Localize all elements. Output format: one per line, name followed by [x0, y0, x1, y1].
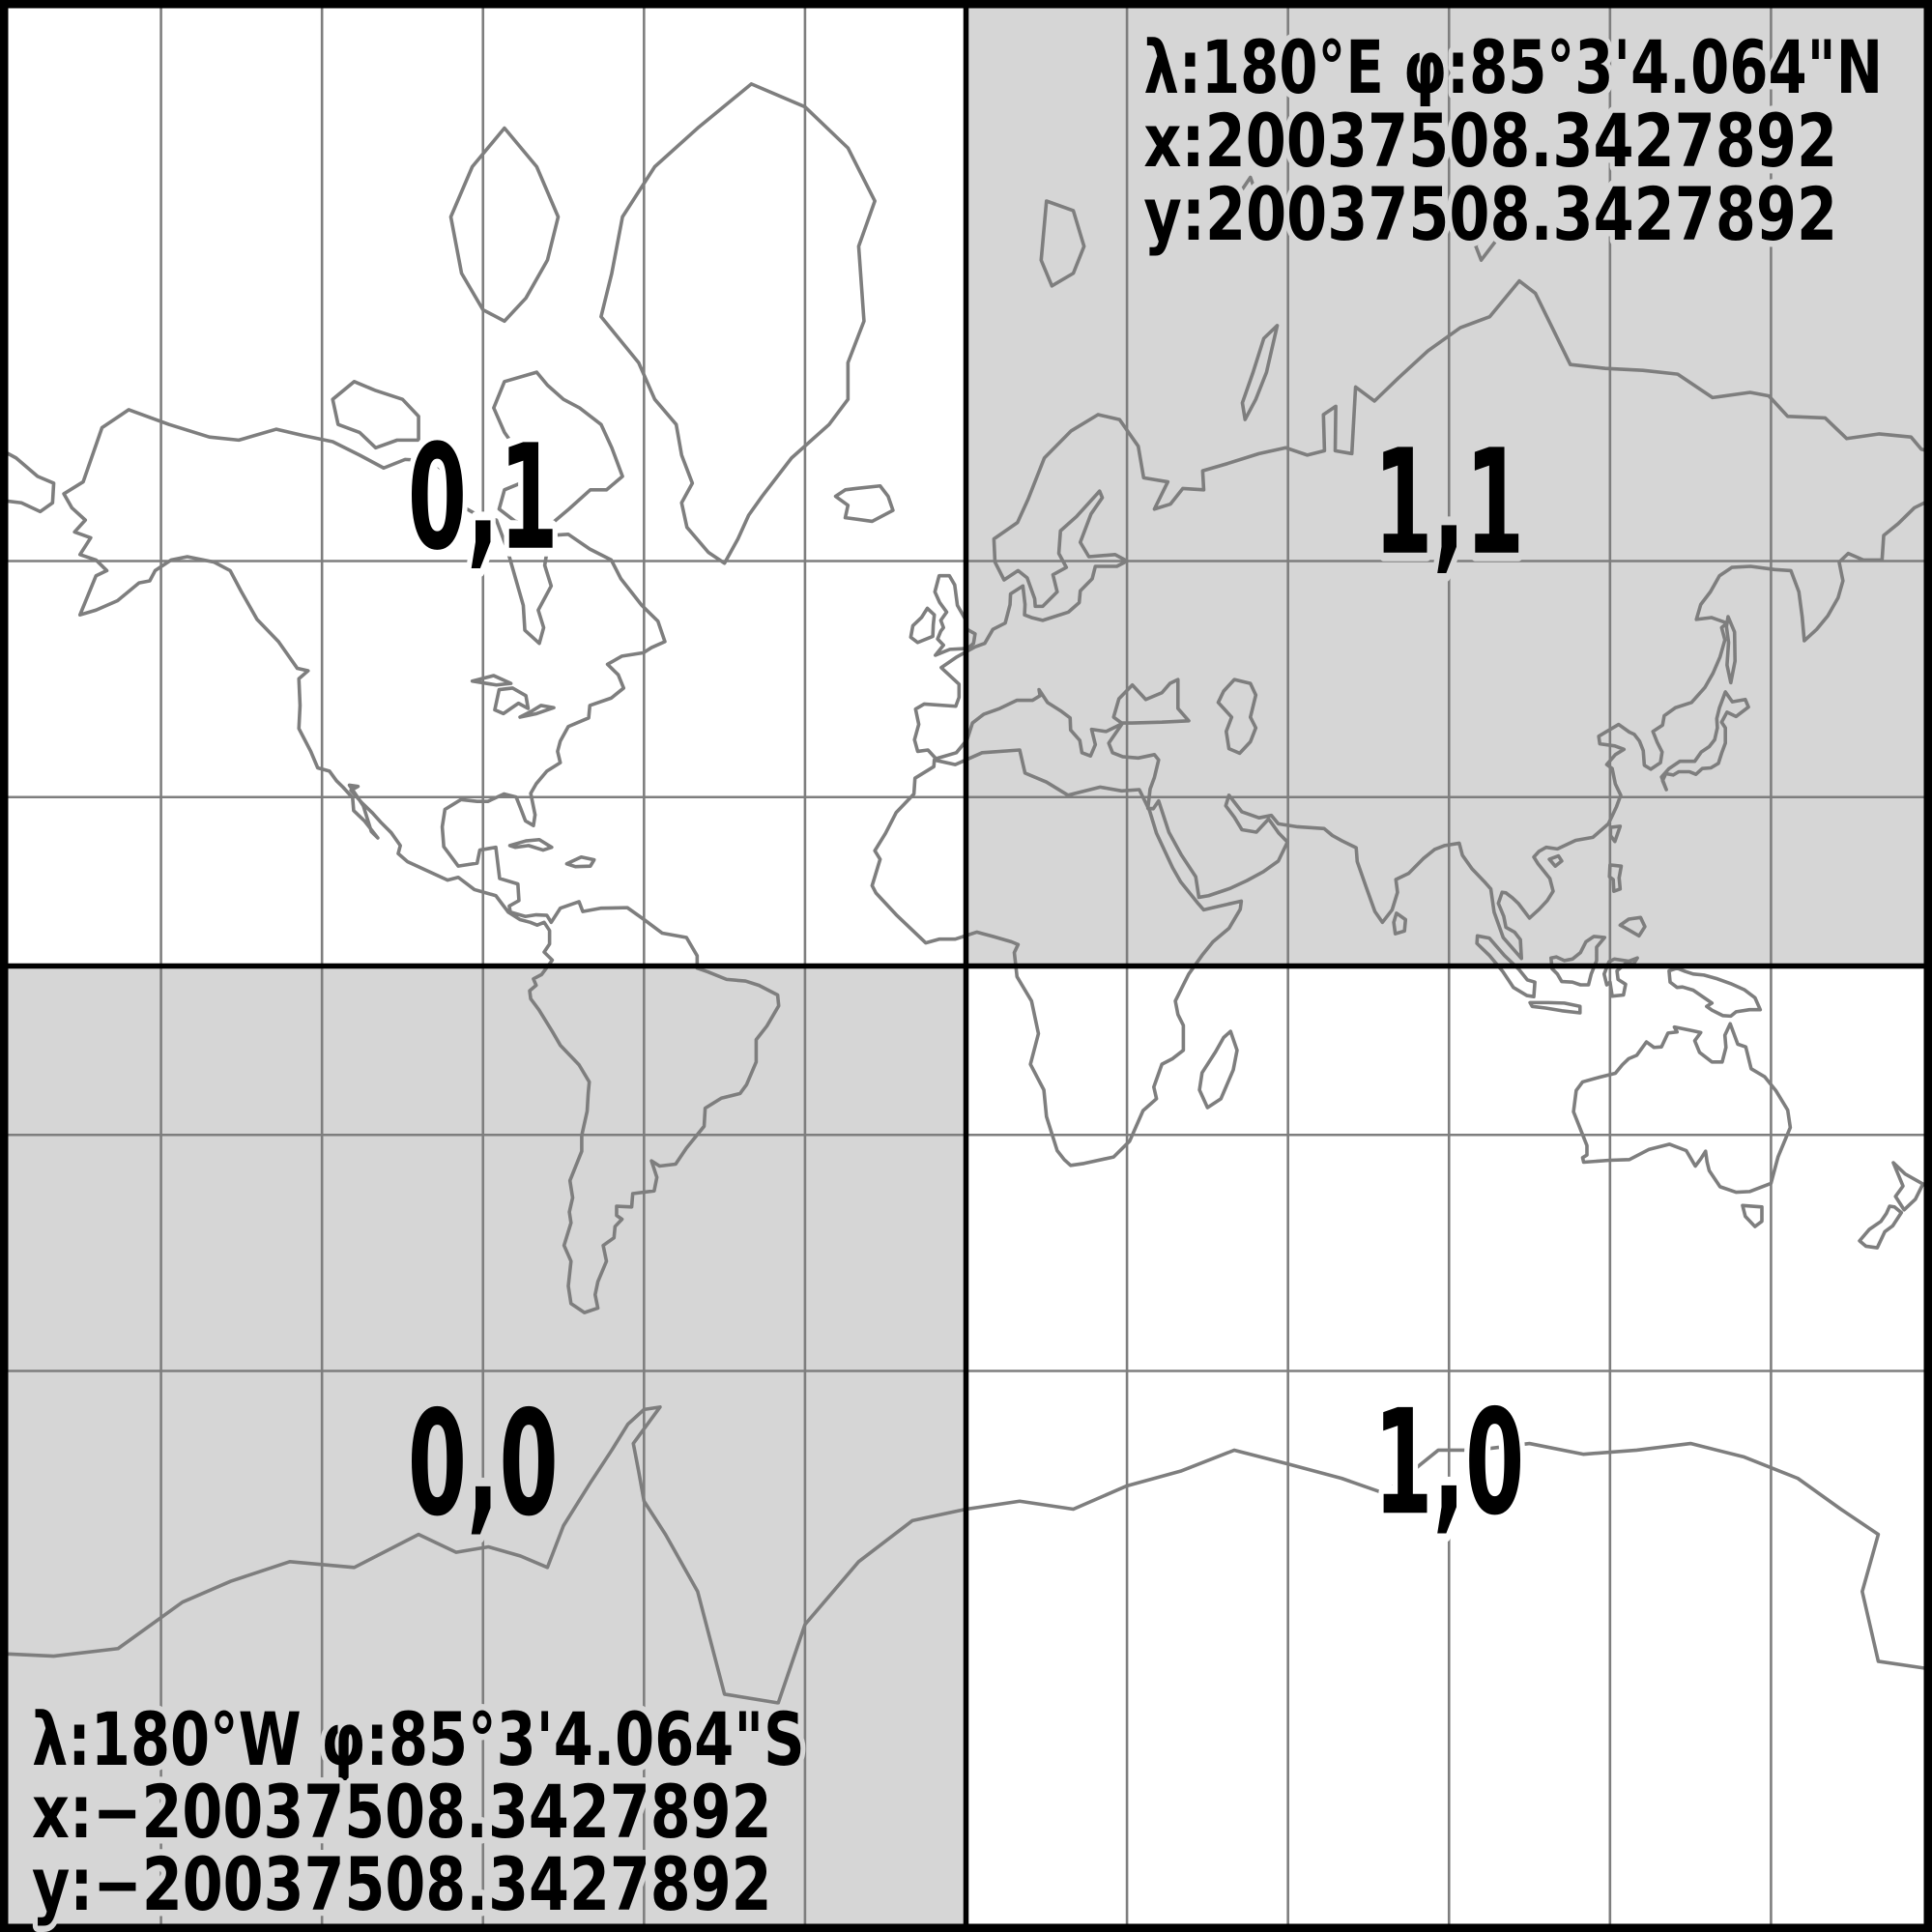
coastline-antarctica [0, 1405, 1932, 1705]
coastline-novaya-zemlya [1240, 324, 1280, 421]
coastline-sri-lanka [1392, 911, 1408, 936]
annotation-top-right: λ:180°E φ:85°3'4.064"N x:20037508.342789… [1138, 17, 1889, 263]
coastline-sakhalin [1724, 615, 1738, 685]
annotation-bottom-left-x: x:−20037508.3427892 [32, 1769, 772, 1855]
coastline-taiwan [1608, 824, 1623, 844]
coastline-new-guinea [1667, 966, 1763, 1019]
coastline-americas [62, 408, 781, 1314]
tile-label-0-1: 0,1 [408, 415, 559, 583]
coastline-greenland [599, 82, 877, 565]
tile-label-1-0: 1,0 [1373, 1379, 1524, 1547]
coastline-lake-erie-ontario [518, 704, 556, 719]
coastline-borneo [1548, 935, 1607, 987]
annotation-bottom-left-y: y:−20037508.3427892 [32, 1841, 772, 1927]
coastline-ireland [908, 606, 937, 645]
coastline-nz-south-island [1858, 1204, 1904, 1250]
coastline-caspian-sea [1216, 678, 1258, 756]
coastline-victoria-island [331, 380, 420, 450]
coastline-sumatra [1475, 934, 1537, 998]
coastline-eurasia [912, 278, 1932, 961]
annotation-top-right-lonlat: λ:180°E φ:85°3'4.064"N [1143, 24, 1883, 110]
coastline-nz-north-island [1891, 1161, 1925, 1212]
coastline-japan [1659, 690, 1750, 792]
coastline-lake-michigan-huron [493, 686, 531, 716]
coastline-iceland [833, 483, 895, 524]
coastline-sulawesi [1601, 956, 1639, 998]
coastline-africa [870, 748, 1244, 1168]
coastline-tasmania [1741, 1203, 1764, 1228]
tile-label-1-1: 1,1 [1373, 419, 1524, 588]
coastlines [0, 82, 1932, 1705]
coastline-luzon [1607, 863, 1624, 893]
coastline-java [1528, 1000, 1582, 1015]
coastline-mindanao [1618, 915, 1647, 938]
coastline-australia [1572, 1022, 1793, 1195]
coastline-svalbard [1039, 199, 1086, 288]
coastline-franz-josef-land [1232, 175, 1263, 210]
coastline-cuba [507, 837, 554, 852]
coastline-hainan [1547, 853, 1564, 868]
coastline-ellesmere-island [448, 126, 561, 324]
annotation-top-right-y: y:20037508.3427892 [1143, 171, 1837, 257]
tile-label-0-0: 0,0 [408, 1380, 559, 1548]
coastline-severnaya-zemlya [1474, 199, 1505, 262]
annotation-top-right-x: x:20037508.3427892 [1143, 98, 1837, 184]
coastline-black-sea [1111, 678, 1191, 725]
coastline-madagascar [1197, 1029, 1239, 1110]
annotation-bottom-left: λ:180°W φ:85°3'4.064"S x:−20037508.34278… [25, 1690, 811, 1932]
coastline-great-britain [933, 573, 977, 657]
coastline-lake-superior [470, 674, 513, 687]
coastline-baffin-island [492, 370, 624, 530]
annotation-bottom-left-lonlat: λ:180°W φ:85°3'4.064"S [32, 1696, 805, 1782]
coastline-hispaniola [564, 854, 596, 869]
